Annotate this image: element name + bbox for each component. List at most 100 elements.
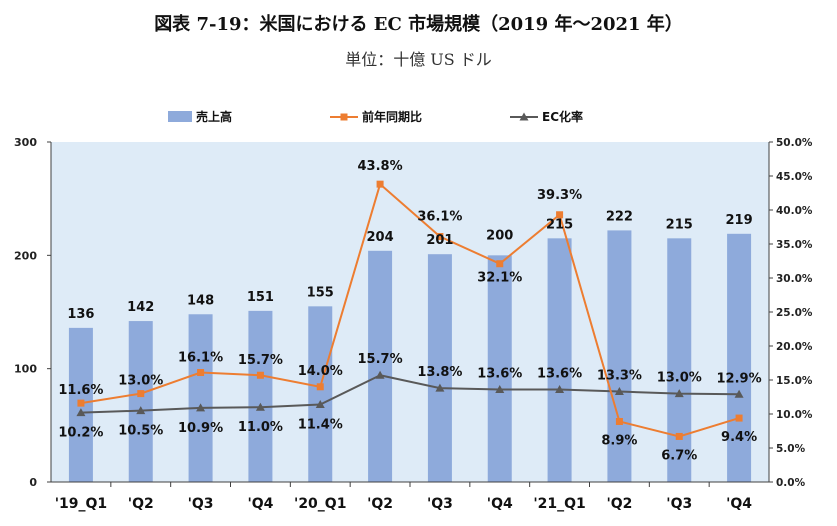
yoy-point <box>197 369 205 377</box>
ec-rate-value-label: 11.4% <box>298 417 343 432</box>
bar-sales <box>607 230 632 482</box>
y-right-tick-label: 30.0% <box>776 273 813 285</box>
ec-rate-value-label: 12.9% <box>717 371 762 386</box>
bar-sales <box>547 238 572 482</box>
ec-rate-value-label: 11.0% <box>238 420 283 435</box>
x-tick-label: 'Q3 <box>666 496 692 512</box>
x-tick-label: 'Q4 <box>247 496 273 512</box>
yoy-point <box>496 260 504 268</box>
bar-value-label: 222 <box>606 209 633 224</box>
ec-rate-point <box>76 408 86 417</box>
y-right-tick-label: 20.0% <box>776 341 813 353</box>
plot-area <box>51 142 769 482</box>
ec-rate-point <box>674 389 684 398</box>
ec-rate-point <box>255 402 265 411</box>
yoy-value-label: 32.1% <box>477 271 522 286</box>
bar-value-label: 136 <box>67 307 94 322</box>
yoy-value-label: 14.0% <box>298 364 343 379</box>
yoy-value-label: 43.8% <box>358 159 403 174</box>
ec-rate-point <box>734 389 744 398</box>
bar-sales <box>248 310 273 482</box>
bar-value-label: 151 <box>247 290 274 305</box>
y-left-tick-label: 0 <box>29 476 37 489</box>
ec-rate-value-label: 13.0% <box>657 371 702 386</box>
x-tick-label: 'Q3 <box>188 496 214 512</box>
yoy-point <box>77 399 85 407</box>
x-tick-label: 'Q2 <box>128 496 154 512</box>
x-tick-label: 'Q2 <box>606 496 632 512</box>
ec-rate-point <box>375 370 385 379</box>
y-right-tick-label: 0.0% <box>776 477 806 489</box>
yoy-value-label: 8.9% <box>601 433 637 448</box>
bar-sales <box>487 255 512 482</box>
y-right-tick-label: 5.0% <box>776 443 806 455</box>
y-right-tick-label: 45.0% <box>776 171 813 183</box>
yoy-value-label: 16.1% <box>178 351 223 366</box>
bar-value-label: 201 <box>426 233 453 248</box>
ec-rate-value-label: 13.3% <box>597 369 642 384</box>
yoy-point <box>615 417 623 425</box>
x-tick-label: 'Q4 <box>726 496 752 512</box>
y-right-tick-label: 10.0% <box>776 409 813 421</box>
chart-title: 図表 7-19：米国における EC 市場規模（2019 年〜2021 年） <box>154 14 683 35</box>
bar-sales <box>308 306 333 482</box>
bar-sales <box>427 254 452 482</box>
y-left-tick-label: 100 <box>14 363 37 376</box>
bar-value-label: 155 <box>307 285 334 300</box>
yoy-value-label: 9.4% <box>721 430 757 445</box>
bar-sales <box>188 314 213 482</box>
ec-rate-point <box>614 387 624 396</box>
y-right-tick-label: 50.0% <box>776 137 813 149</box>
series-line <box>80 182 740 438</box>
yoy-point <box>376 180 384 188</box>
bar-value-label: 215 <box>666 217 693 232</box>
yoy-point <box>735 414 743 422</box>
x-tick-label: '19_Q1 <box>55 496 107 512</box>
ec-rate-point <box>136 406 146 415</box>
x-tick-label: 'Q3 <box>427 496 453 512</box>
legend-label-ec-rate: EC化率 <box>542 109 583 124</box>
yoy-value-label: 11.6% <box>58 383 103 398</box>
bar-sales <box>368 250 393 482</box>
yoy-value-label: 36.1% <box>417 210 462 225</box>
x-tick-label: 'Q4 <box>487 496 513 512</box>
y-left-tick-label: 300 <box>14 136 37 149</box>
chart-subtitle: 単位：十億 US ドル <box>345 50 492 69</box>
legend-marker-yoy <box>340 113 348 121</box>
y-right-tick-label: 35.0% <box>776 239 813 251</box>
ec-rate-value-label: 10.9% <box>178 421 223 436</box>
y-right-tick-label: 40.0% <box>776 205 813 217</box>
bar-sales <box>727 233 752 482</box>
x-tick-label: '20_Q1 <box>294 496 346 512</box>
y-right-tick-label: 15.0% <box>776 375 813 387</box>
yoy-value-label: 39.3% <box>537 188 582 203</box>
bar-value-label: 215 <box>546 217 573 232</box>
bar-sales <box>128 321 153 482</box>
y-right-tick-label: 25.0% <box>776 307 813 319</box>
ec-rate-value-label: 13.8% <box>417 365 462 380</box>
yoy-point <box>675 432 683 440</box>
x-tick-label: '21_Q1 <box>533 496 585 512</box>
legend-label-yoy: 前年同期比 <box>362 109 422 124</box>
ec-rate-point <box>435 383 445 392</box>
bar-value-label: 204 <box>367 230 394 245</box>
yoy-point <box>556 211 564 219</box>
ec-rate-value-label: 15.7% <box>358 352 403 367</box>
yoy-value-label: 6.7% <box>661 448 697 463</box>
yoy-point <box>436 233 444 241</box>
yoy-point <box>137 390 145 398</box>
legend-label-sales: 売上高 <box>196 109 232 124</box>
legend-marker-ec-rate <box>519 112 529 121</box>
ec-rate-value-label: 13.6% <box>477 367 522 382</box>
ec-rate-point <box>495 385 505 394</box>
y-left-tick-label: 200 <box>14 249 37 262</box>
ec-rate-value-label: 13.6% <box>537 367 582 382</box>
yoy-value-label: 15.7% <box>238 353 283 368</box>
bar-sales <box>667 238 692 482</box>
bar-value-label: 142 <box>127 300 154 315</box>
bar-value-label: 148 <box>187 293 214 308</box>
ec-rate-point <box>555 385 565 394</box>
legend-swatch-sales <box>168 111 192 122</box>
bar-value-label: 200 <box>486 228 513 243</box>
